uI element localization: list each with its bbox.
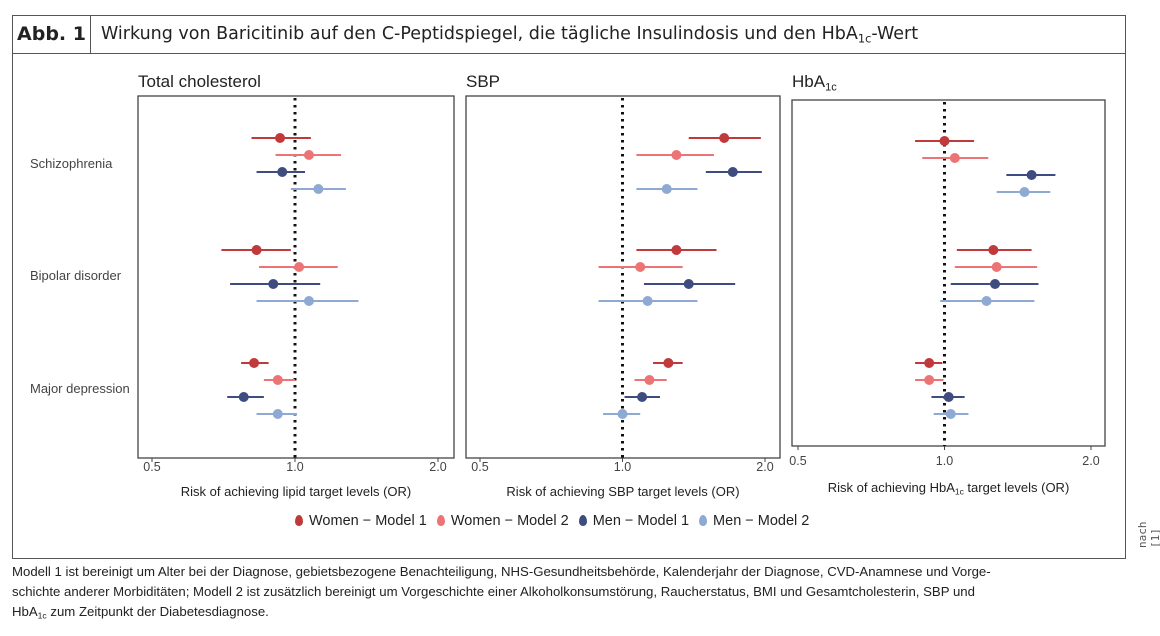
point-estimate-women-model2 bbox=[949, 153, 960, 163]
figure-label: Abb. 1 bbox=[13, 16, 91, 53]
legend-item-women-model2: Women − Model 2 bbox=[436, 513, 569, 529]
x-axis-title-sbp: Risk of achieving SBP target levels (OR) bbox=[466, 484, 780, 499]
figure-title-text: Wirkung von Baricitinib auf den C-Peptid… bbox=[101, 24, 858, 44]
point-estimate-women-model1 bbox=[939, 136, 950, 146]
axis-title-text: Risk of achieving SBP target levels (OR) bbox=[506, 484, 740, 499]
legend-marker-icon bbox=[436, 515, 445, 526]
x-tick-label: 0.5 bbox=[471, 460, 488, 474]
row-label-depression: Major depression bbox=[30, 381, 130, 396]
point-estimate-women-model2 bbox=[272, 375, 283, 385]
x-tick-label: 2.0 bbox=[429, 460, 446, 474]
axis-title-suffix: target levels (OR) bbox=[963, 480, 1070, 495]
x-axis-title-cholesterol: Risk of achieving lipid target levels (O… bbox=[138, 484, 454, 499]
point-estimate-men-model1 bbox=[1026, 170, 1037, 180]
point-estimate-women-model1 bbox=[988, 245, 999, 255]
point-estimate-men-model1 bbox=[727, 167, 738, 177]
point-estimate-women-model1 bbox=[663, 358, 674, 368]
figure-frame: Abb. 1 Wirkung von Baricitinib auf den C… bbox=[12, 15, 1126, 559]
point-estimate-men-model2 bbox=[313, 184, 324, 194]
point-estimate-men-model1 bbox=[683, 279, 694, 289]
x-tick-label: 1.0 bbox=[286, 460, 303, 474]
point-estimate-women-model2 bbox=[671, 150, 682, 160]
point-estimate-women-model2 bbox=[635, 262, 646, 272]
legend-item-women-model1: Women − Model 1 bbox=[295, 513, 427, 529]
point-estimate-women-model2 bbox=[924, 375, 935, 385]
legend: Women − Model 1 Women − Model 2 Men − Mo… bbox=[295, 513, 815, 529]
x-tick-label: 2.0 bbox=[756, 460, 773, 474]
x-axis-title-hba1c: Risk of achieving HbA1c target levels (O… bbox=[792, 480, 1105, 497]
panel-title-text: SBP bbox=[466, 72, 501, 91]
caption-text: HbA bbox=[12, 604, 38, 619]
point-estimate-men-model1 bbox=[238, 392, 249, 402]
point-estimate-men-model1 bbox=[943, 392, 954, 402]
point-estimate-men-model2 bbox=[617, 409, 628, 419]
point-estimate-women-model1 bbox=[671, 245, 682, 255]
figure-caption: Modell 1 ist bereinigt um Alter bei der … bbox=[12, 562, 1122, 626]
point-estimate-men-model1 bbox=[277, 167, 288, 177]
figure-title-suffix: -Wert bbox=[871, 24, 919, 44]
point-estimate-men-model2 bbox=[981, 296, 992, 306]
legend-label: Women − Model 1 bbox=[309, 513, 427, 529]
point-estimate-men-model2 bbox=[642, 296, 653, 306]
figure-header: Abb. 1 Wirkung von Baricitinib auf den C… bbox=[13, 16, 1125, 54]
legend-marker-icon bbox=[295, 515, 303, 526]
source-note: nach [1] bbox=[1136, 521, 1160, 549]
panel-box bbox=[465, 95, 781, 459]
point-estimate-women-model1 bbox=[249, 358, 260, 368]
point-estimate-women-model2 bbox=[991, 262, 1002, 272]
point-estimate-women-model1 bbox=[251, 245, 262, 255]
legend-marker-icon bbox=[699, 515, 708, 526]
point-estimate-men-model1 bbox=[637, 392, 648, 402]
point-estimate-women-model2 bbox=[303, 150, 314, 160]
axis-title-sub: 1c bbox=[954, 486, 964, 497]
x-tick-label: 2.0 bbox=[1082, 454, 1099, 468]
caption-line: Modell 1 ist bereinigt um Alter bei der … bbox=[12, 564, 991, 579]
panel-title-text: HbA bbox=[792, 72, 826, 91]
row-label-schizophrenia: Schizophrenia bbox=[30, 156, 113, 171]
x-tick-label: 1.0 bbox=[614, 460, 631, 474]
legend-item-men-model1: Men − Model 1 bbox=[578, 513, 690, 529]
panel-title-sub: 1c bbox=[825, 81, 837, 94]
point-estimate-men-model2 bbox=[1019, 187, 1030, 197]
x-tick-label: 0.5 bbox=[789, 454, 806, 468]
panel-title-sbp: SBP bbox=[466, 72, 500, 92]
caption-line: HbA1c zum Zeitpunkt der Diabetesdiagnose… bbox=[12, 602, 1122, 626]
panel-title-text: Total cholesterol bbox=[138, 72, 261, 91]
figure-title-sub: 1c bbox=[857, 31, 872, 46]
caption-text: zum Zeitpunkt der Diabetesdiagnose. bbox=[46, 604, 269, 619]
caption-sub: 1c bbox=[37, 610, 47, 621]
caption-line: schichte anderer Morbiditäten; Modell 2 … bbox=[12, 584, 975, 599]
point-estimate-men-model1 bbox=[990, 279, 1001, 289]
point-estimate-men-model2 bbox=[303, 296, 314, 306]
point-estimate-men-model2 bbox=[945, 409, 956, 419]
point-estimate-women-model1 bbox=[924, 358, 935, 368]
legend-label: Women − Model 2 bbox=[450, 513, 569, 529]
legend-label: Men − Model 2 bbox=[713, 513, 810, 529]
panel-box bbox=[137, 95, 455, 459]
legend-marker-icon bbox=[578, 515, 587, 526]
x-tick-label: 1.0 bbox=[936, 454, 953, 468]
row-label-bipolar: Bipolar disorder bbox=[30, 268, 122, 283]
figure-title: Wirkung von Baricitinib auf den C-Peptid… bbox=[101, 16, 918, 57]
panel-title-hba1c: HbA1c bbox=[792, 72, 837, 93]
legend-label: Men − Model 1 bbox=[592, 513, 690, 529]
axis-title-text: Risk of achieving HbA bbox=[827, 480, 955, 495]
point-estimate-women-model2 bbox=[644, 375, 655, 385]
point-estimate-women-model1 bbox=[719, 133, 730, 143]
point-estimate-men-model2 bbox=[272, 409, 283, 419]
point-estimate-women-model1 bbox=[275, 133, 286, 143]
point-estimate-women-model2 bbox=[294, 262, 305, 272]
point-estimate-men-model2 bbox=[661, 184, 672, 194]
legend-item-men-model2: Men − Model 2 bbox=[699, 513, 809, 529]
point-estimate-men-model1 bbox=[268, 279, 279, 289]
axis-title-text: Risk of achieving lipid target levels (O… bbox=[180, 484, 412, 499]
panel-title-cholesterol: Total cholesterol bbox=[138, 72, 261, 92]
x-tick-label: 0.5 bbox=[143, 460, 160, 474]
